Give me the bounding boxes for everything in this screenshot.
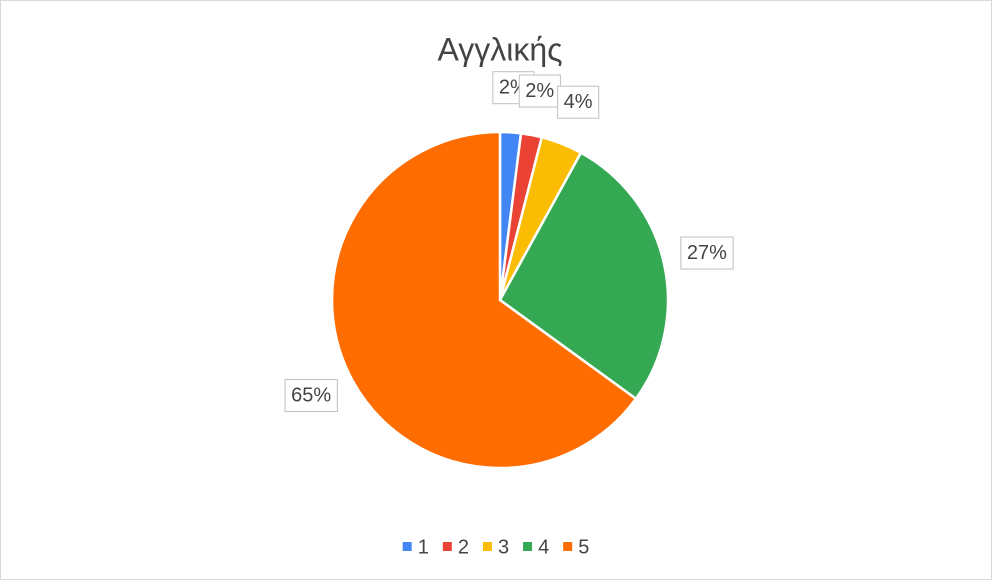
- data-label: 2%: [525, 80, 554, 102]
- data-label: 65%: [291, 385, 331, 407]
- legend-label: 4: [538, 536, 549, 558]
- legend-swatch: [523, 542, 533, 551]
- legend-swatch: [442, 542, 452, 551]
- pie-slice: [330, 130, 638, 470]
- data-label: 27%: [687, 242, 727, 264]
- chart-title: Αγγλικής: [437, 31, 562, 67]
- legend-swatch: [563, 542, 573, 551]
- legend-label: 5: [578, 536, 589, 558]
- data-label-box: [557, 85, 600, 119]
- legend-label: 2: [458, 536, 469, 558]
- data-label-box: [680, 236, 734, 270]
- data-label-box: [284, 379, 338, 413]
- legend: 1 2 3 4 5: [402, 536, 589, 558]
- legend-label: 1: [418, 536, 429, 558]
- legend-label: 3: [498, 536, 509, 558]
- data-label: 4%: [564, 91, 593, 113]
- pie-slice: [498, 151, 670, 401]
- legend-swatch: [482, 542, 492, 551]
- legend-swatch: [402, 542, 412, 551]
